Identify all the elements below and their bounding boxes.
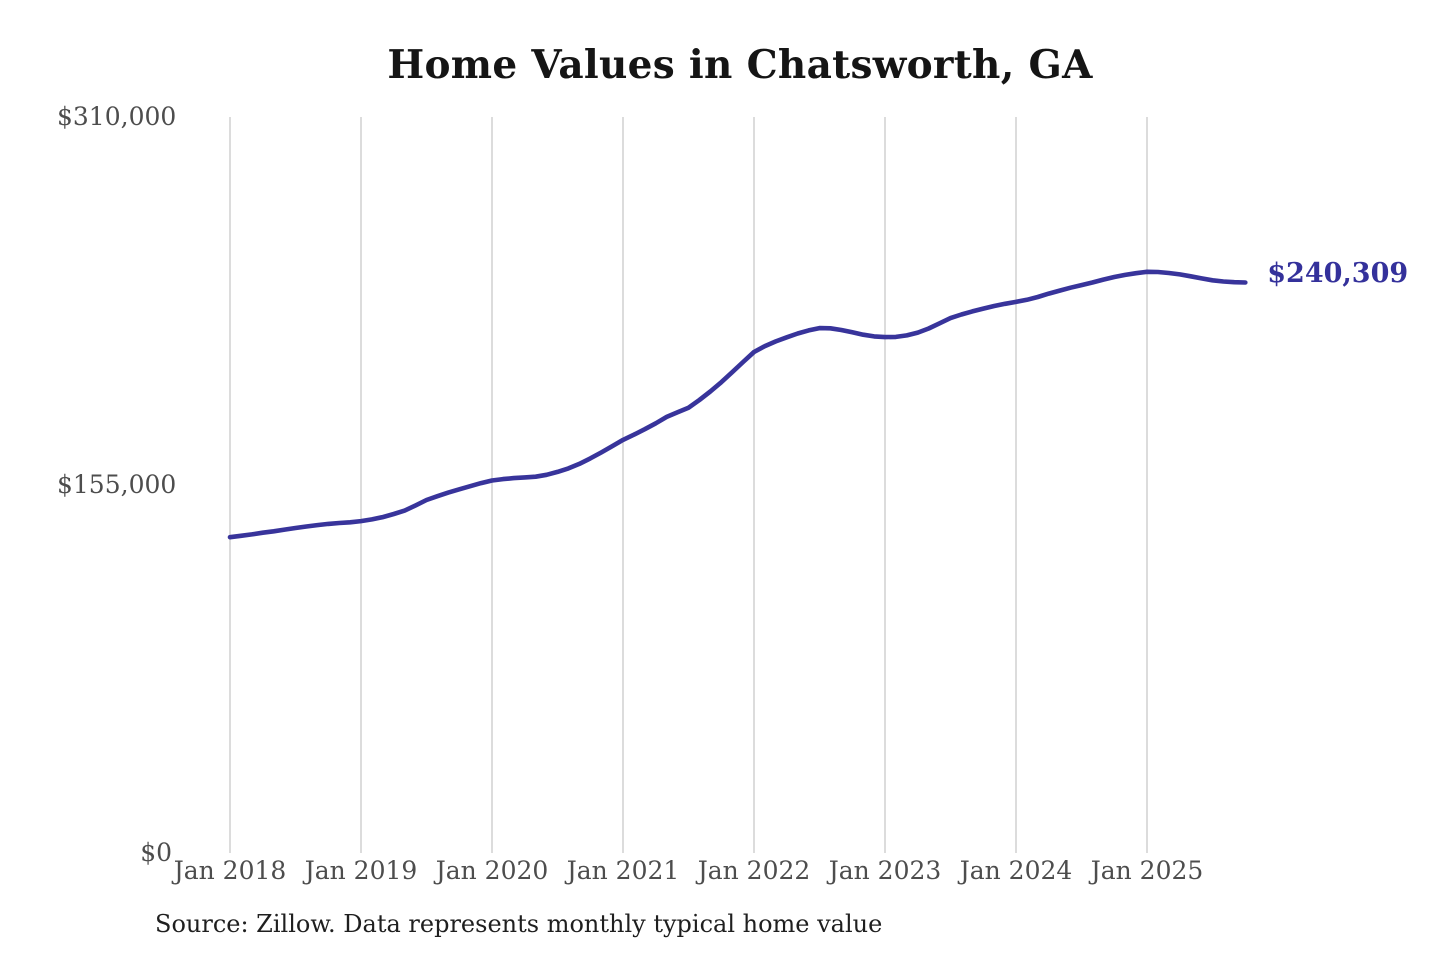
y-tick-label: $155,000 <box>57 470 177 499</box>
x-tick-label: Jan 2018 <box>173 856 287 885</box>
x-tick-label: Jan 2023 <box>828 856 942 885</box>
x-tick-label: Jan 2020 <box>435 856 549 885</box>
latest-value-label: $240,309 <box>1267 258 1409 290</box>
chart-title: Home Values in Chatsworth, GA <box>387 42 1093 88</box>
y-tick-label: $310,000 <box>57 102 177 131</box>
home-value-line <box>227 269 1248 540</box>
x-tick-label: Jan 2022 <box>697 856 811 885</box>
x-tick-label: Jan 2019 <box>304 856 418 885</box>
y-tick-label: $0 <box>140 838 172 867</box>
x-tick-label: Jan 2025 <box>1090 856 1204 885</box>
x-tick-label: Jan 2021 <box>566 856 680 885</box>
source-note: Source: Zillow. Data represents monthly … <box>155 910 883 938</box>
x-tick-label: Jan 2024 <box>959 856 1073 885</box>
